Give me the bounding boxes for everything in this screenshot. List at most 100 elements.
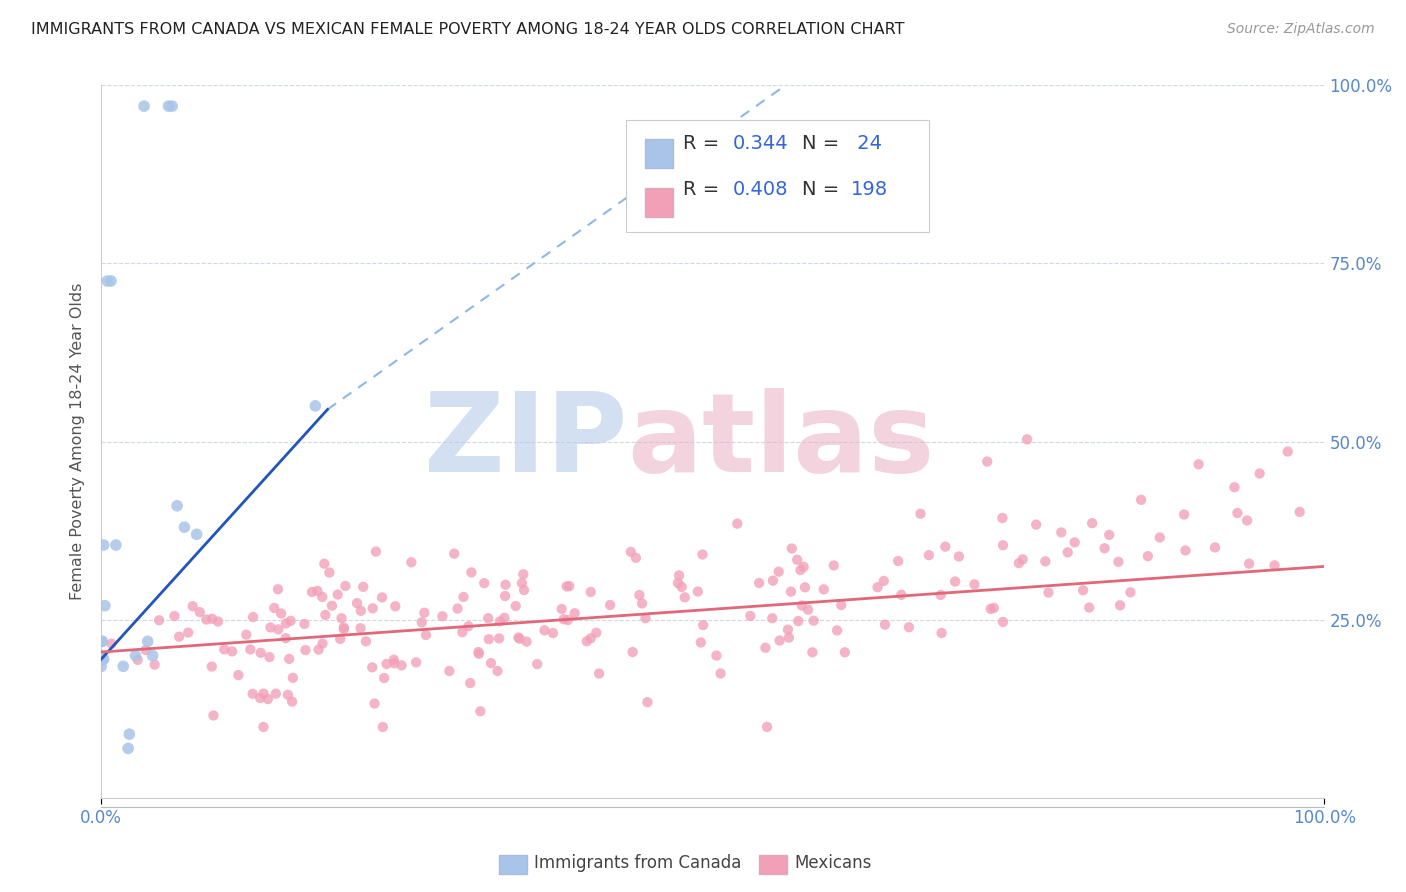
Point bbox=[264, 687, 287, 701]
Point bbox=[201, 612, 224, 626]
Point bbox=[104, 538, 127, 552]
Point bbox=[494, 611, 516, 625]
Y-axis label: Female Poverty Among 18-24 Year Olds: Female Poverty Among 18-24 Year Olds bbox=[70, 283, 86, 600]
Point bbox=[181, 599, 204, 614]
Point bbox=[361, 601, 384, 615]
Point bbox=[793, 559, 815, 574]
Point bbox=[373, 671, 395, 685]
Point bbox=[259, 650, 281, 665]
Point bbox=[934, 540, 956, 554]
Point bbox=[318, 566, 340, 580]
Point bbox=[117, 741, 139, 756]
Point bbox=[1038, 585, 1060, 599]
Text: Mexicans: Mexicans bbox=[794, 855, 872, 872]
Point bbox=[91, 652, 114, 666]
Point bbox=[706, 648, 728, 663]
Point bbox=[1249, 467, 1271, 481]
Point bbox=[259, 620, 281, 634]
Point bbox=[636, 695, 658, 709]
Text: atlas: atlas bbox=[627, 388, 935, 495]
Point bbox=[1277, 444, 1299, 458]
Point bbox=[1008, 556, 1031, 570]
Point bbox=[1288, 505, 1310, 519]
Point bbox=[1149, 531, 1171, 545]
Point bbox=[391, 658, 413, 673]
Point bbox=[277, 688, 299, 702]
Point bbox=[90, 634, 112, 648]
Point bbox=[311, 590, 333, 604]
Point bbox=[451, 625, 474, 640]
Point bbox=[332, 620, 354, 634]
Point bbox=[280, 614, 302, 628]
Point bbox=[486, 664, 509, 678]
Point bbox=[195, 613, 218, 627]
Point bbox=[257, 692, 280, 706]
Point bbox=[508, 631, 530, 645]
Point bbox=[1056, 545, 1078, 559]
Point bbox=[263, 601, 285, 615]
Point bbox=[910, 507, 932, 521]
Point bbox=[1109, 599, 1132, 613]
Point bbox=[186, 527, 208, 541]
Point bbox=[513, 583, 536, 598]
Point bbox=[1071, 583, 1094, 598]
Text: ZIP: ZIP bbox=[423, 388, 627, 495]
Point bbox=[457, 619, 479, 633]
Point bbox=[620, 545, 643, 559]
Point bbox=[624, 550, 647, 565]
Point bbox=[148, 613, 170, 627]
Point bbox=[1025, 517, 1047, 532]
Point bbox=[143, 657, 166, 672]
Point bbox=[692, 548, 714, 562]
Point bbox=[443, 547, 465, 561]
Point bbox=[167, 630, 190, 644]
Point bbox=[432, 609, 454, 624]
Point bbox=[136, 634, 159, 648]
Point bbox=[163, 609, 186, 624]
Point bbox=[100, 637, 122, 651]
Point bbox=[709, 666, 731, 681]
Point bbox=[472, 576, 495, 591]
Point bbox=[803, 614, 825, 628]
Point bbox=[413, 606, 436, 620]
Point bbox=[550, 602, 572, 616]
Point bbox=[768, 565, 790, 579]
Point bbox=[94, 599, 117, 613]
Point bbox=[756, 720, 779, 734]
Point bbox=[1223, 480, 1246, 494]
Point bbox=[335, 579, 357, 593]
Point bbox=[575, 634, 598, 648]
Point bbox=[634, 611, 657, 625]
Point bbox=[748, 576, 770, 591]
Text: Immigrants from Canada: Immigrants from Canada bbox=[534, 855, 741, 872]
Point bbox=[585, 625, 607, 640]
Point bbox=[281, 695, 304, 709]
Point bbox=[321, 599, 343, 613]
Point bbox=[239, 642, 262, 657]
Point bbox=[505, 599, 527, 613]
Point bbox=[1136, 549, 1159, 564]
Point bbox=[794, 580, 817, 594]
Point bbox=[1081, 516, 1104, 531]
Point bbox=[188, 605, 211, 619]
Point bbox=[1063, 535, 1085, 549]
Point bbox=[754, 640, 776, 655]
Point bbox=[948, 549, 970, 564]
Point bbox=[458, 676, 481, 690]
Point bbox=[931, 626, 953, 640]
Point bbox=[346, 596, 368, 610]
Point bbox=[991, 615, 1014, 629]
Point bbox=[201, 659, 224, 673]
Point bbox=[330, 611, 353, 625]
Point bbox=[790, 599, 813, 613]
Point bbox=[274, 631, 297, 645]
Point bbox=[1033, 554, 1056, 568]
Point bbox=[1011, 552, 1033, 566]
Point bbox=[467, 645, 489, 659]
Point bbox=[1078, 600, 1101, 615]
Point bbox=[588, 666, 610, 681]
Point bbox=[249, 691, 271, 706]
Point bbox=[446, 601, 468, 615]
Point bbox=[1236, 513, 1258, 527]
Point bbox=[202, 708, 225, 723]
